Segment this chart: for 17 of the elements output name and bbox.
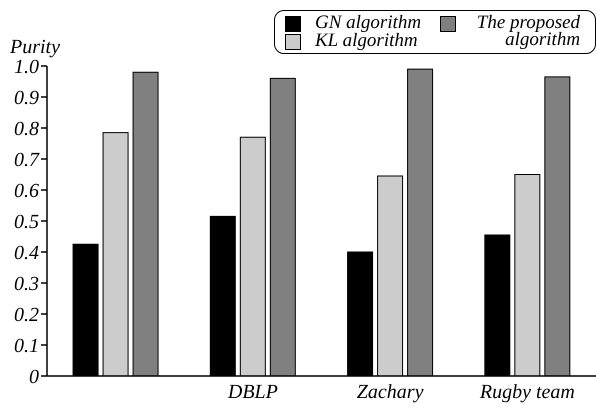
y-axis-title: Purity <box>10 36 60 59</box>
y-tick-label: 0.2 <box>14 304 39 326</box>
y-tick-label: 0.3 <box>14 273 39 296</box>
x-tick-label: DBLP <box>226 381 278 404</box>
x-tick-label: Zachary <box>356 381 424 404</box>
y-tick-label: 1.0 <box>14 56 39 78</box>
y-tick-label: 0.6 <box>14 180 39 202</box>
y-tick-label: 0.1 <box>14 335 39 358</box>
legend-label: The proposed algorithm <box>476 12 580 50</box>
y-tick-label: 0.5 <box>14 211 39 234</box>
y-tick-label: 0.9 <box>14 87 39 110</box>
y-tick-label: 0 <box>29 366 39 388</box>
x-tick-label: Rugby team <box>478 381 575 404</box>
legend-label: GN algorithm <box>315 12 422 33</box>
y-tick-label: 0.8 <box>14 118 39 140</box>
y-tick-label: 0.4 <box>14 242 39 264</box>
y-tick-label: 0.7 <box>14 149 40 172</box>
